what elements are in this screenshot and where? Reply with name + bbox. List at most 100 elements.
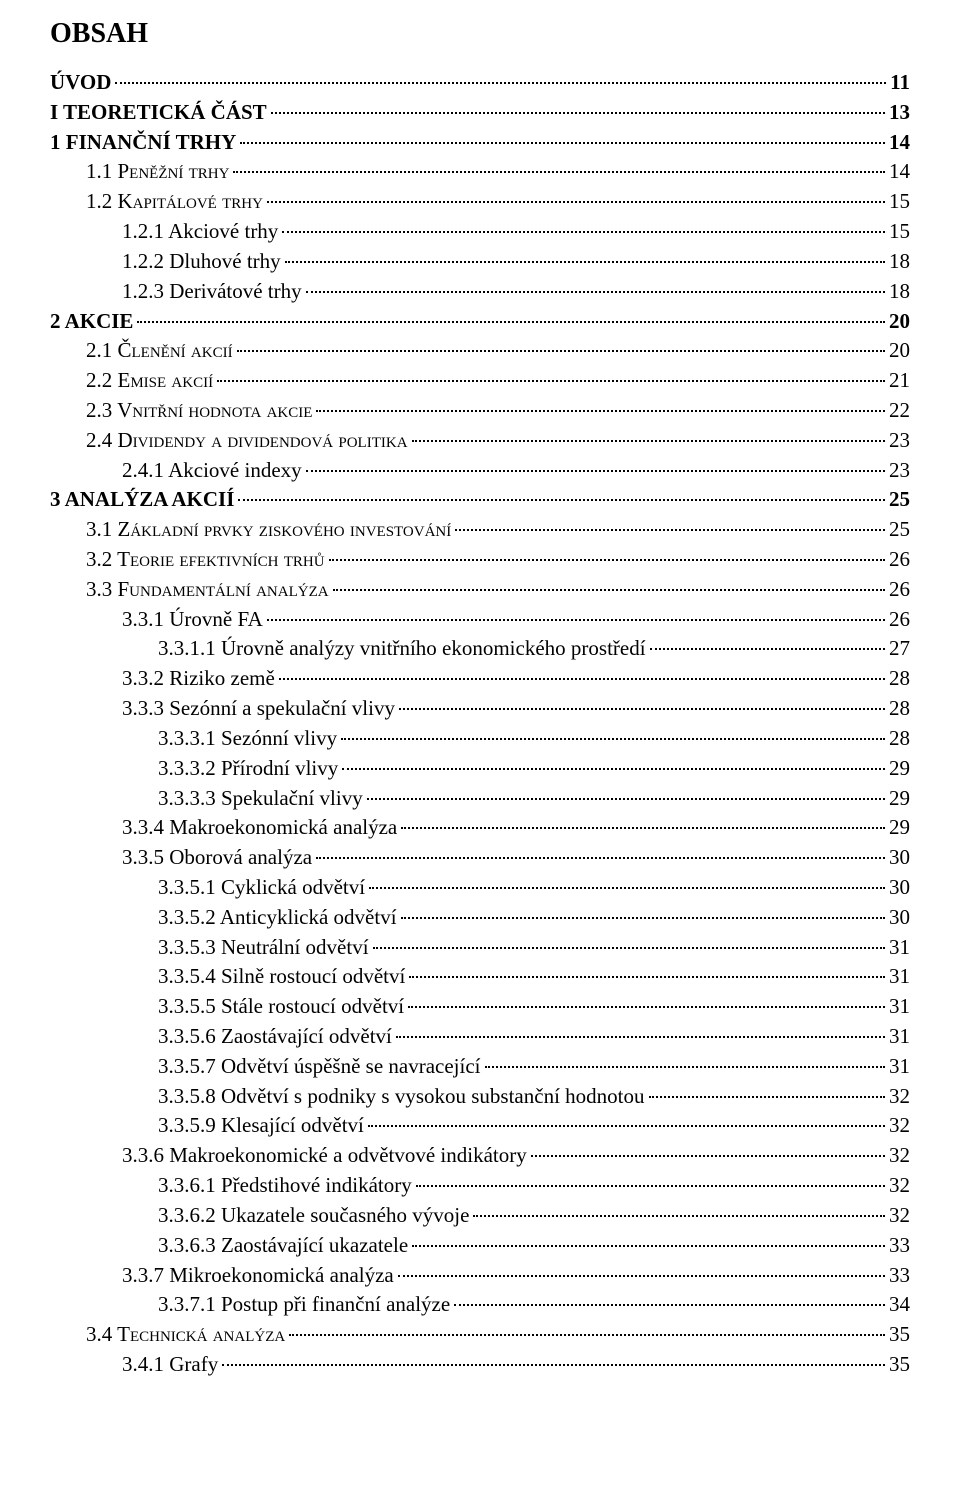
toc-entry: 3.3.3.2 Přírodní vlivy29 [50, 754, 910, 784]
toc-leader-dots [401, 917, 885, 919]
toc-leader-dots [306, 470, 885, 472]
toc-entry-label: 1.2.2 Dluhové trhy [122, 247, 281, 277]
toc-entry-label: 3.3.5.9 Klesající odvětví [158, 1111, 364, 1141]
toc-leader-dots [485, 1066, 886, 1068]
toc-entry-label: 3.3.3 Sezónní a spekulační vlivy [122, 694, 395, 724]
toc-leader-dots [271, 112, 885, 114]
toc-entry: 3.3.6.3 Zaostávající ukazatele33 [50, 1231, 910, 1261]
toc-entry-page: 11 [890, 68, 910, 98]
toc-leader-dots [306, 291, 885, 293]
toc-entry-label: 3.4 Technická analýza [86, 1320, 285, 1350]
toc-leader-dots [369, 887, 885, 889]
toc-entry-page: 28 [889, 724, 910, 754]
toc-entry-label: 1.2 Kapitálové trhy [86, 187, 263, 217]
toc-entry-page: 15 [889, 217, 910, 247]
toc-entry-label: 2.4 Dividendy a dividendová politika [86, 426, 408, 456]
toc-entry: 3.3.5.6 Zaostávající odvětví 31 [50, 1022, 910, 1052]
toc-entry: 3.3.2 Riziko země28 [50, 664, 910, 694]
toc-entry: 3.3.5.3 Neutrální odvětví 31 [50, 933, 910, 963]
toc-entry: 1.2.2 Dluhové trhy18 [50, 247, 910, 277]
toc-leader-dots [455, 529, 885, 531]
toc-entry-page: 27 [889, 634, 910, 664]
toc-entry-page: 26 [889, 605, 910, 635]
toc-entry: 1 FINANČNÍ TRHY14 [50, 128, 910, 158]
toc-entry: 3.3.5.2 Anticyklická odvětví 30 [50, 903, 910, 933]
toc-entry: 3.3.3 Sezónní a spekulační vlivy28 [50, 694, 910, 724]
toc-entry: 3.3.6.2 Ukazatele současného vývoje32 [50, 1201, 910, 1231]
toc-entry-label: 3.3.5.7 Odvětví úspěšně se navracející [158, 1052, 481, 1082]
toc-entry: 2 AKCIE20 [50, 307, 910, 337]
toc-entry-page: 31 [889, 992, 910, 1022]
toc-leader-dots [650, 648, 885, 650]
toc-entry: 2.3 Vnitřní hodnota akcie22 [50, 396, 910, 426]
toc-entry-page: 35 [889, 1320, 910, 1350]
toc-entry: 3.3.5.4 Silně rostoucí odvětví31 [50, 962, 910, 992]
toc-leader-dots [240, 142, 885, 144]
toc-entry: 2.2 Emise akcií21 [50, 366, 910, 396]
toc-entry-label: 2.4.1 Akciové indexy [122, 456, 302, 486]
toc-entry: 3.3.5.9 Klesající odvětví 32 [50, 1111, 910, 1141]
toc-entry-page: 32 [889, 1111, 910, 1141]
toc-entry-label: 3.3.6 Makroekonomické a odvětvové indiká… [122, 1141, 527, 1171]
toc-leader-dots [316, 857, 885, 859]
toc-leader-dots [282, 231, 885, 233]
toc-entry: 1.2 Kapitálové trhy15 [50, 187, 910, 217]
toc-entry-page: 23 [889, 426, 910, 456]
toc-leader-dots [329, 559, 885, 561]
toc-leader-dots [289, 1334, 885, 1336]
toc-leader-dots [368, 1125, 885, 1127]
toc-leader-dots [649, 1096, 886, 1098]
toc-entry: I TEORETICKÁ ČÁST13 [50, 98, 910, 128]
toc-leader-dots [473, 1215, 885, 1217]
toc-entry-label: 3.3.7.1 Postup při finanční analýze [158, 1290, 450, 1320]
toc-entry-page: 30 [889, 903, 910, 933]
toc-entry-label: 3.3.5.2 Anticyklická odvětví [158, 903, 397, 933]
toc-leader-dots [401, 827, 885, 829]
toc-leader-dots [399, 708, 885, 710]
toc-entry: 3.3.3.1 Sezónní vlivy28 [50, 724, 910, 754]
toc-leader-dots [217, 380, 885, 382]
toc-entry-label: 3.3.6.3 Zaostávající ukazatele [158, 1231, 408, 1261]
toc-entry-page: 30 [889, 843, 910, 873]
toc-entry: 3.3.4 Makroekonomická analýza29 [50, 813, 910, 843]
toc-entry: 3.4.1 Grafy35 [50, 1350, 910, 1380]
toc-entry-label: 1 FINANČNÍ TRHY [50, 128, 236, 158]
toc-entry: 3 ANALÝZA AKCIÍ25 [50, 485, 910, 515]
toc-leader-dots [137, 321, 885, 323]
toc-entry-label: 3.3.6.1 Předstihové indikátory [158, 1171, 412, 1201]
toc-entry: ÚVOD11 [50, 68, 910, 98]
toc-entry-page: 31 [889, 1052, 910, 1082]
toc-entry-page: 29 [889, 813, 910, 843]
toc-entry: 3.3.5.7 Odvětví úspěšně se navracející 31 [50, 1052, 910, 1082]
toc-leader-dots [267, 201, 885, 203]
toc-entry-label: 3.3.5.3 Neutrální odvětví [158, 933, 369, 963]
toc-entry-label: 3.2 Teorie efektivních trhů [86, 545, 325, 575]
toc-entry: 3.3.5.8 Odvětví s podniky s vysokou subs… [50, 1082, 910, 1112]
toc-entry-page: 35 [889, 1350, 910, 1380]
toc-leader-dots [412, 440, 885, 442]
toc-entry-label: 3.3 Fundamentální analýza [86, 575, 329, 605]
toc-leader-dots [454, 1304, 885, 1306]
toc-leader-dots [342, 768, 885, 770]
page-title: OBSAH [50, 18, 910, 50]
toc-entry-label: 1.2.3 Derivátové trhy [122, 277, 302, 307]
toc-entry-label: I TEORETICKÁ ČÁST [50, 98, 267, 128]
toc-entry-label: 3.3.5.6 Zaostávající odvětví [158, 1022, 392, 1052]
toc-entry: 3.3.6.1 Předstihové indikátory 32 [50, 1171, 910, 1201]
toc-entry-page: 32 [889, 1171, 910, 1201]
toc-entry-page: 21 [889, 366, 910, 396]
toc-entry-page: 25 [889, 485, 910, 515]
toc-entry-label: 3.3.3.2 Přírodní vlivy [158, 754, 338, 784]
toc-leader-dots [333, 589, 885, 591]
toc-leader-dots [398, 1275, 885, 1277]
toc-leader-dots [412, 1245, 885, 1247]
toc-entry: 3.3.1.1 Úrovně analýzy vnitřního ekonomi… [50, 634, 910, 664]
toc-entry-page: 28 [889, 664, 910, 694]
toc-leader-dots [279, 678, 885, 680]
toc-leader-dots [316, 410, 885, 412]
toc-entry: 2.4 Dividendy a dividendová politika 23 [50, 426, 910, 456]
toc-entry-page: 31 [889, 933, 910, 963]
toc-entry-page: 14 [889, 157, 910, 187]
toc-entry-page: 31 [889, 1022, 910, 1052]
toc-entry: 3.3 Fundamentální analýza26 [50, 575, 910, 605]
